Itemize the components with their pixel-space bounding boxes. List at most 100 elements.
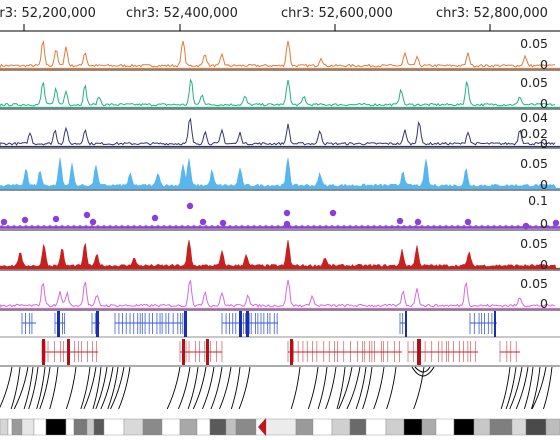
ideogram-band-17 <box>209 418 227 436</box>
ideogram-band-18 <box>225 418 237 436</box>
gene-blue-block-5 <box>246 311 249 337</box>
ruler-tick-label-4: chr3: 52,800,000 <box>436 6 548 21</box>
ideogram-band-19 <box>235 418 257 436</box>
track-5-minor-point <box>306 224 310 229</box>
arc-17 <box>118 366 131 410</box>
track-5-minor-point <box>288 224 292 229</box>
track-5-minor-point <box>162 224 166 229</box>
arc-39 <box>500 366 511 410</box>
arc-4 <box>23 366 34 410</box>
gene-red-block-7 <box>419 339 421 365</box>
track-5-minor-point <box>372 224 376 229</box>
track-1-axis-zero: 0 <box>540 57 548 72</box>
arc-30 <box>325 366 337 410</box>
track-5-minor-point <box>126 224 130 229</box>
track-7-axis-zero: 0 <box>540 296 548 311</box>
track-5-minor-point <box>96 224 100 229</box>
centromere-marker <box>258 418 266 436</box>
track-5-minor-point <box>144 224 148 229</box>
arc-37 <box>386 366 397 410</box>
gene-red-block-1 <box>42 339 45 365</box>
track-5-minor-point <box>180 224 184 229</box>
arc-32 <box>338 366 353 410</box>
track-7-axis-max: 0.05 <box>520 276 548 291</box>
track-2 <box>0 78 560 110</box>
track-3-axis-zero: 0 <box>540 136 548 151</box>
ideogram-band-8 <box>73 418 88 436</box>
track-6-axis-max: 0.05 <box>520 236 548 251</box>
track-5-minor-point <box>234 224 238 229</box>
track-4 <box>0 157 560 191</box>
arc-33 <box>346 366 361 410</box>
ideogram-band-33 <box>489 418 513 436</box>
track-3 <box>0 117 560 149</box>
arcs-track <box>0 366 553 410</box>
track-5-minor-point <box>540 224 544 229</box>
gene-blue-block-1 <box>57 311 60 337</box>
ruler-tick-label-3: chr3: 52,600,000 <box>281 6 393 21</box>
track-5-minor-point <box>204 224 208 229</box>
track-5-minor-point <box>78 224 82 229</box>
track-5-minor-point <box>30 224 34 229</box>
track-5-minor-point <box>240 224 244 229</box>
ideogram-band-26 <box>365 418 387 436</box>
ideogram-band-7 <box>65 418 75 436</box>
ruler-tick-label-1: chr3: 52,200,000 <box>0 6 96 21</box>
track-5-minor-point <box>396 224 400 229</box>
ideogram-band-16 <box>196 418 211 436</box>
arc-23 <box>210 366 223 410</box>
arc-44 <box>531 366 541 410</box>
arc-1 <box>0 366 13 409</box>
track-5-point-10 <box>283 209 291 217</box>
track-5-minor-point <box>66 224 70 229</box>
arc-loop <box>411 366 435 377</box>
track-5-minor-point <box>258 224 262 229</box>
track-5-minor-point <box>138 224 142 229</box>
ideogram-band-30 <box>435 418 455 436</box>
track-2-axis-max: 0.05 <box>520 75 548 90</box>
track-5-minor-point <box>504 224 508 229</box>
track-5-minor-point <box>216 224 220 229</box>
arc-9 <box>65 366 77 410</box>
arc-46 <box>543 366 553 410</box>
track-2-line <box>0 78 556 108</box>
arc-loop-inner <box>414 366 431 373</box>
track-5-minor-point <box>192 224 196 229</box>
gene-blue-block-2 <box>96 311 99 337</box>
track-5-minor-point <box>198 224 202 229</box>
arc-10 <box>80 366 91 410</box>
arc-5 <box>28 366 39 410</box>
track-5-minor-point <box>228 224 232 229</box>
track-5-minor-point <box>24 224 28 229</box>
ideogram-band-5 <box>33 418 47 436</box>
track-6-axis-zero: 0 <box>540 257 548 272</box>
track-5-point-15 <box>464 218 472 226</box>
track-5-minor-point <box>114 224 118 229</box>
track-5-point-12 <box>329 209 337 217</box>
track-5-minor-point <box>108 224 112 229</box>
track-5-point-4 <box>83 211 91 219</box>
track-5-minor-point <box>420 224 424 229</box>
ideogram-band-25 <box>349 418 367 436</box>
track-5-minor-point <box>12 224 16 229</box>
track-6 <box>0 239 560 271</box>
ideogram-band-13 <box>142 418 163 436</box>
arc-11 <box>83 366 97 410</box>
ideogram-band-22 <box>295 418 314 436</box>
track-5-minor-point <box>486 224 490 229</box>
arc-13 <box>95 366 108 410</box>
track-5-minor-point <box>90 224 94 229</box>
track-5-minor-point <box>390 224 394 229</box>
track-5-minor-point <box>276 224 280 229</box>
arc-40 <box>505 366 517 410</box>
track-5-minor-point <box>252 224 256 229</box>
track-5-minor-point <box>156 224 160 229</box>
gene-red-block-5 <box>290 339 293 365</box>
track-5-minor-point <box>132 224 136 229</box>
ideogram-band-1 <box>0 418 9 436</box>
track-5-axis-zero: 0 <box>540 216 548 231</box>
track-5-minor-point <box>528 224 532 229</box>
ideogram-band-31 <box>453 418 475 436</box>
gene-track-blue <box>0 311 560 338</box>
